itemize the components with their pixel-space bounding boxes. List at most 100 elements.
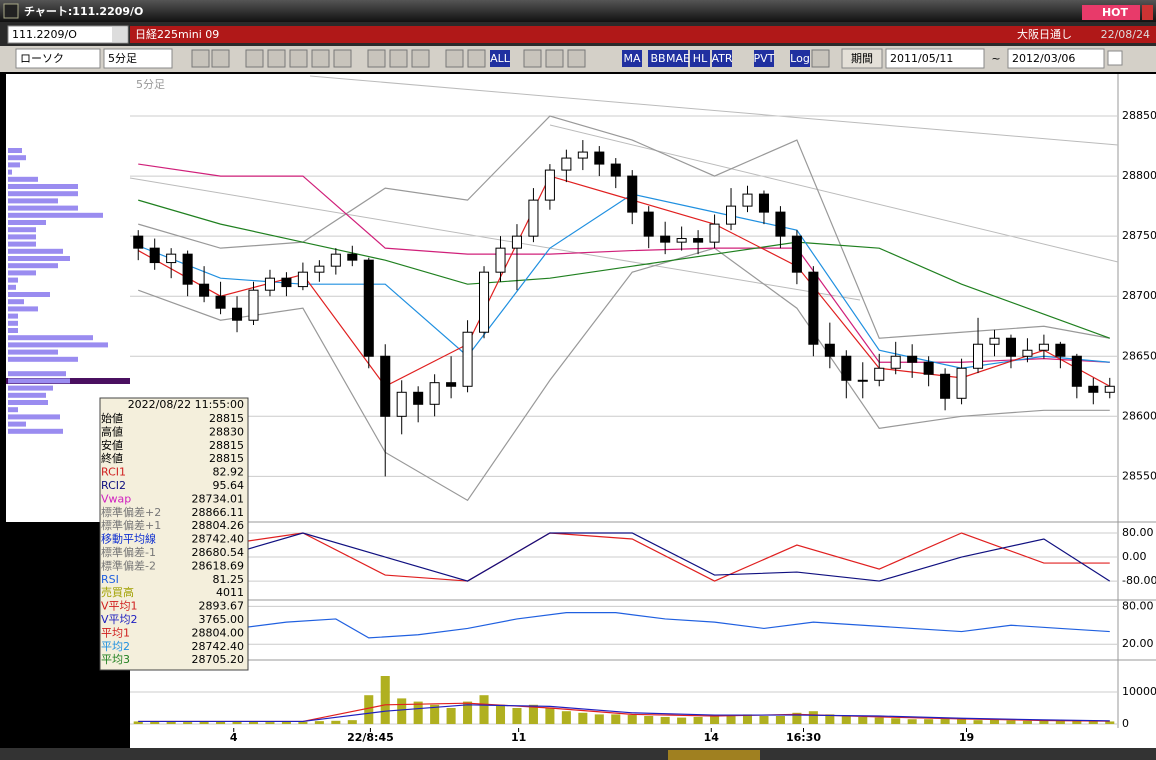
tool-icon[interactable] <box>467 49 486 68</box>
candle-body <box>627 175 638 213</box>
symbol-select[interactable] <box>7 25 129 44</box>
volume-bar <box>232 721 242 724</box>
profile-bar <box>8 205 78 211</box>
tool-button[interactable] <box>690 50 710 67</box>
info-box <box>99 397 249 671</box>
candle-body <box>166 253 177 264</box>
indicator-line <box>138 247 1110 502</box>
candle-body <box>923 361 934 375</box>
to: 2012/03/06 <box>1012 52 1075 65</box>
tool-icon[interactable] <box>311 49 330 68</box>
tool-icon[interactable] <box>211 49 230 68</box>
volume-bar <box>216 721 226 724</box>
close-button[interactable] <box>1142 5 1153 20</box>
tool-button[interactable] <box>622 50 642 67</box>
profile-bar <box>8 155 26 161</box>
tool-icon[interactable] <box>333 49 352 68</box>
candle-body <box>330 253 341 267</box>
profile-bar <box>8 234 36 240</box>
candle-body <box>479 271 490 333</box>
type-select[interactable] <box>15 48 101 69</box>
volume-bar <box>808 711 818 724</box>
candle-body <box>495 247 506 273</box>
candle-body <box>660 235 671 243</box>
indicator-line <box>138 199 1110 339</box>
from-date[interactable] <box>885 48 985 69</box>
info-label: 標準偏差-2 <box>101 558 156 572</box>
hot-button[interactable] <box>1082 5 1140 20</box>
info-value: 2893.67 <box>199 600 245 613</box>
candle-body <box>808 271 819 345</box>
volume-bar <box>957 719 967 724</box>
volume-bar <box>924 719 934 724</box>
profile-bar <box>8 306 38 312</box>
info-value: 28804.00 <box>192 626 245 639</box>
info-label: 標準偏差+1 <box>101 518 161 532</box>
tool-icon[interactable] <box>523 49 542 68</box>
tool-icon[interactable] <box>411 49 430 68</box>
candle-body <box>693 238 704 243</box>
profile-bar <box>8 328 18 333</box>
tool-icon[interactable] <box>191 49 210 68</box>
volume-bar <box>133 721 143 724</box>
volume-bar <box>166 721 176 724</box>
volume-bar <box>281 721 291 724</box>
tool-icon[interactable] <box>567 49 586 68</box>
tool-label: Log <box>790 52 810 65</box>
profile-bar <box>8 371 66 377</box>
candle-body <box>248 289 259 321</box>
tool-icon[interactable] <box>367 49 386 68</box>
info-value: 28815 <box>209 452 244 465</box>
profile-bar <box>8 284 16 290</box>
tool-button[interactable] <box>712 50 732 67</box>
tool-button[interactable] <box>754 50 774 67</box>
profile-bar <box>8 414 60 420</box>
profile-bar <box>8 313 18 319</box>
candle-body <box>940 373 951 399</box>
profile-bar <box>8 320 18 326</box>
to-date[interactable] <box>1007 48 1105 69</box>
info-label: 高値 <box>101 424 123 438</box>
tool-button[interactable] <box>648 50 668 67</box>
y-tick-label: -80.00 <box>1122 574 1156 587</box>
dropdown[interactable] <box>112 27 127 42</box>
tool-label: ATR <box>711 52 732 65</box>
period-button[interactable] <box>841 48 883 69</box>
profile-bar <box>8 148 22 153</box>
tool-icon[interactable] <box>811 49 830 68</box>
tool-icon[interactable] <box>445 49 464 68</box>
checkbox[interactable] <box>1107 50 1123 66</box>
candle-body <box>709 223 720 243</box>
tool-button[interactable] <box>790 50 810 67</box>
candle-body <box>561 157 572 171</box>
info-value: 81.25 <box>213 573 245 586</box>
info-label: 始値 <box>101 411 123 425</box>
info-value: 28680.54 <box>192 546 245 559</box>
tool-icon[interactable] <box>545 49 564 68</box>
volume-bar <box>973 720 983 724</box>
candle-body <box>643 211 654 237</box>
tool-icon[interactable] <box>389 49 408 68</box>
volume-bar <box>726 715 736 724</box>
info-value: 28830 <box>209 425 244 438</box>
profile-bar <box>8 248 63 254</box>
info-label: V平均1 <box>101 600 138 613</box>
scroll-thumb[interactable] <box>668 750 760 760</box>
info-label: 平均3 <box>101 653 130 666</box>
volume-bar <box>1055 720 1065 724</box>
tool-icon[interactable] <box>289 49 308 68</box>
volume-bar <box>940 718 950 724</box>
scrollbar <box>0 748 1156 760</box>
profile-bar <box>8 421 26 427</box>
tool-icon[interactable] <box>267 49 286 68</box>
tool-button[interactable] <box>668 50 688 67</box>
tool-icon[interactable] <box>245 49 264 68</box>
info-label: V平均2 <box>101 613 138 626</box>
interval-select[interactable] <box>103 48 173 69</box>
tool-button[interactable] <box>490 50 510 67</box>
x-axis <box>130 728 1156 748</box>
x-tick-label: 22/8:45 <box>347 731 394 744</box>
volume-bar <box>364 695 374 724</box>
candle-body <box>1088 385 1099 393</box>
